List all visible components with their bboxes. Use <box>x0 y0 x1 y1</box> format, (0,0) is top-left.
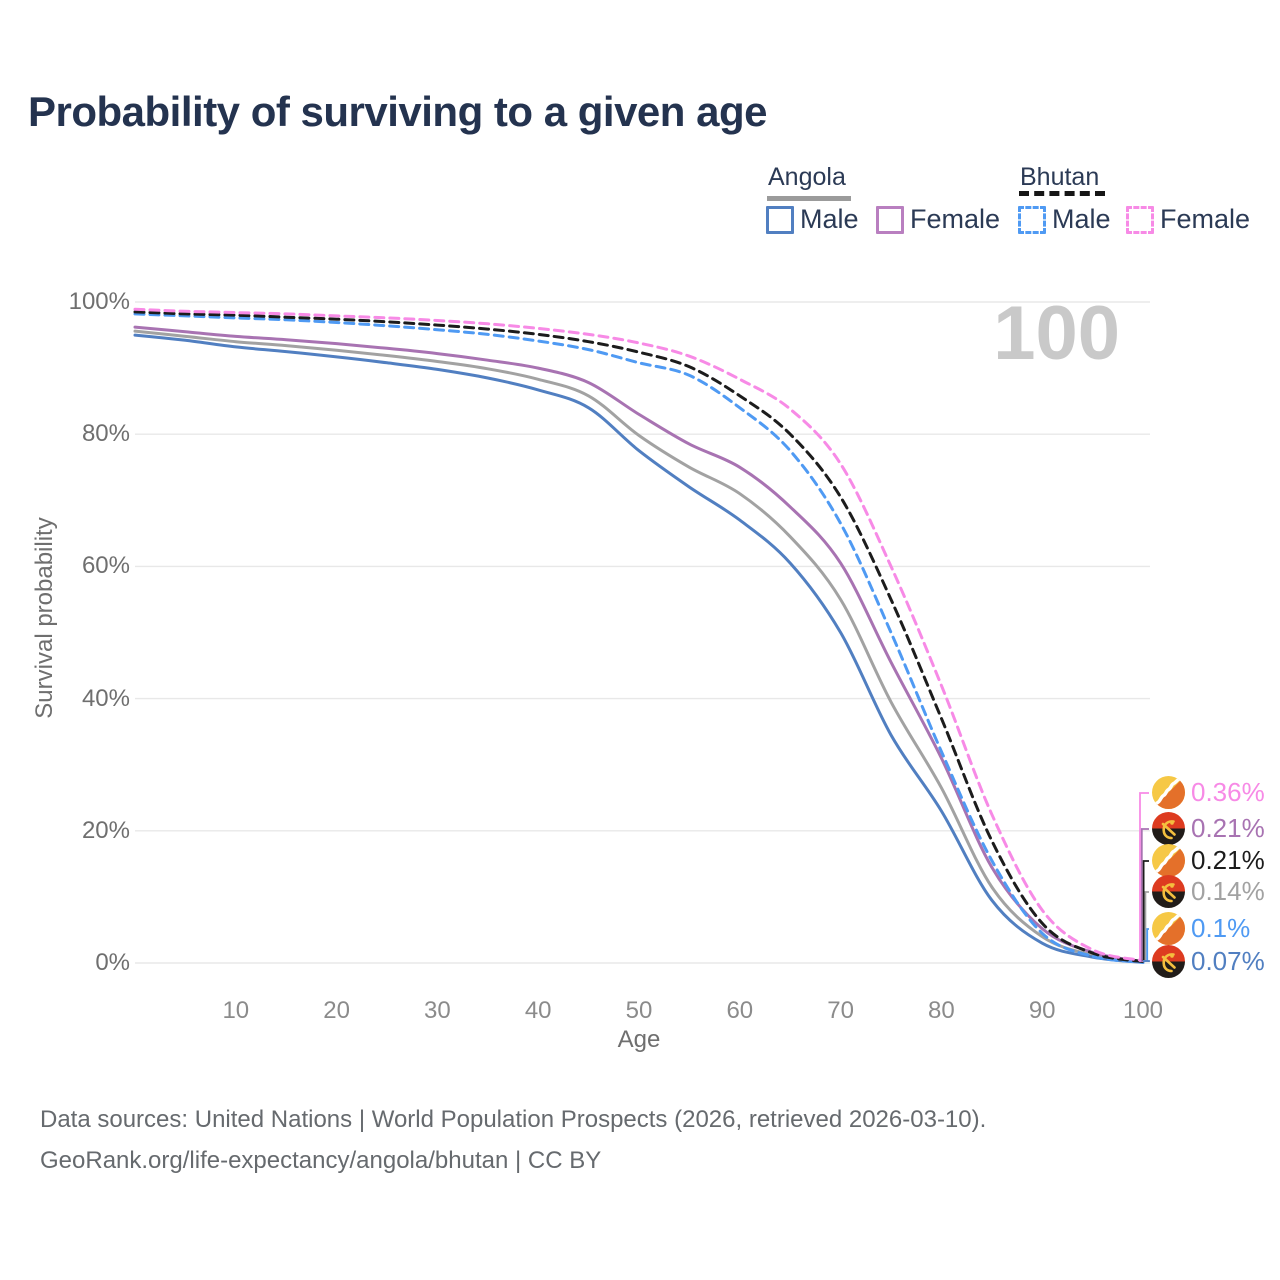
end-label-0.36: 0.36% <box>1152 776 1265 809</box>
series-line-bhutan-female <box>133 307 1145 963</box>
legend-country-angola: Angola <box>768 163 846 191</box>
legend-country-bhutan: Bhutan <box>1020 163 1100 191</box>
checkbox-icon[interactable] <box>766 205 794 234</box>
end-label-value: 0.07% <box>1191 946 1265 976</box>
end-label-0.1: 0.1% <box>1152 912 1250 945</box>
bhutan-flag-icon <box>1152 844 1185 877</box>
x-axis-title: Age <box>617 1026 661 1053</box>
x-tick-label: 20 <box>323 997 350 1024</box>
legend-item-label: Male <box>1052 204 1111 234</box>
x-tick-label: 10 <box>222 997 250 1024</box>
legend-item-label: Female <box>910 204 1001 234</box>
legend-item-bhutan-female[interactable]: Female <box>1126 204 1250 235</box>
x-tick-label: 100 <box>1122 997 1164 1024</box>
y-tick-label: 60% <box>81 552 130 580</box>
end-label-value: 0.21% <box>1191 845 1265 875</box>
x-tick-label: 80 <box>928 997 955 1024</box>
data-source-caption-line1: Data sources: United Nations | World Pop… <box>40 1106 987 1133</box>
y-tick-label: 20% <box>81 816 130 844</box>
end-label-value: 0.21% <box>1191 813 1265 843</box>
x-tick-label: 50 <box>625 997 653 1024</box>
series-line-angola-male <box>133 333 1145 964</box>
end-label-0.07: 0.07% <box>1152 945 1265 978</box>
legend-item-label: Male <box>800 204 859 234</box>
x-tick-label: 90 <box>1028 997 1056 1024</box>
series-line-bhutan-both-sexes <box>133 310 1145 964</box>
x-tick-label: 60 <box>726 997 754 1024</box>
checkbox-icon[interactable] <box>876 205 904 234</box>
checkbox-icon[interactable] <box>1018 205 1046 234</box>
legend-underline-bhutan <box>1019 191 1105 196</box>
legend-underline-angola <box>767 196 851 201</box>
legend-item-angola-female[interactable]: Female <box>876 204 1000 235</box>
y-tick-label: 100% <box>68 288 130 315</box>
y-tick-label: 0% <box>95 949 130 976</box>
end-label-value: 0.36% <box>1191 777 1265 807</box>
series-line-angola-both-sexes <box>133 329 1145 964</box>
bhutan-flag-icon <box>1152 912 1185 945</box>
series-line-angola-female <box>133 325 1145 964</box>
end-label-0.21: 0.21% <box>1152 844 1265 877</box>
angola-flag-icon <box>1152 812 1185 845</box>
legend-item-bhutan-male[interactable]: Male <box>1018 204 1111 235</box>
end-label-value: 0.14% <box>1191 876 1265 906</box>
y-tick-label: 40% <box>81 684 130 712</box>
age-counter-watermark: 100 <box>993 291 1120 376</box>
angola-flag-icon <box>1152 875 1185 908</box>
x-tick-label: 30 <box>424 997 451 1024</box>
end-label-leader-line <box>1140 828 1149 962</box>
end-label-0.14: 0.14% <box>1152 875 1265 908</box>
page-title: Probability of surviving to a given age <box>28 88 767 135</box>
legend-item-angola-male[interactable]: Male <box>766 204 859 235</box>
y-tick-label: 80% <box>81 420 130 448</box>
checkbox-icon[interactable] <box>1126 205 1154 234</box>
data-source-caption-line2: GeoRank.org/life-expectancy/angola/bhuta… <box>40 1147 602 1174</box>
end-label-0.21: 0.21% <box>1152 812 1265 845</box>
series-line-bhutan-male <box>133 312 1145 964</box>
angola-flag-icon <box>1152 945 1185 978</box>
end-label-value: 0.1% <box>1191 913 1251 943</box>
x-tick-label: 70 <box>827 997 854 1024</box>
end-label-leader-line <box>1143 960 1150 962</box>
bhutan-flag-icon <box>1152 776 1185 809</box>
legend-item-label: Female <box>1160 204 1251 234</box>
x-tick-label: 40 <box>524 997 552 1024</box>
